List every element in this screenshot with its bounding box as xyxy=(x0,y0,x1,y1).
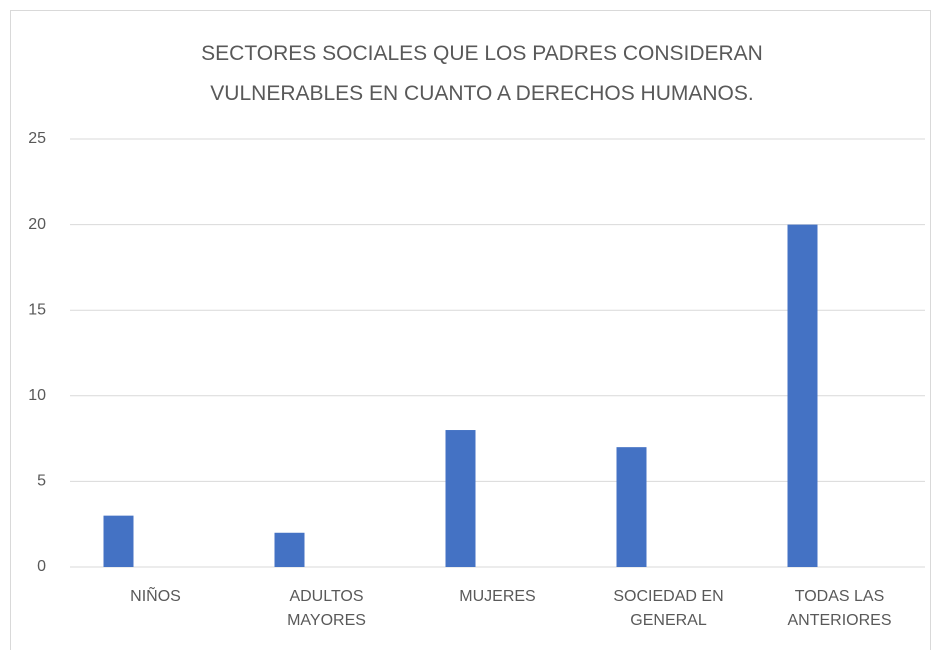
y-tick-label: 20 xyxy=(28,216,46,233)
y-tick-label: 0 xyxy=(37,558,46,575)
y-tick-label: 25 xyxy=(28,130,46,147)
x-tick-label: SOCIEDAD EN GENERAL xyxy=(613,588,724,629)
chart-title: SECTORES SOCIALES QUE LOS PADRES CONSIDE… xyxy=(201,42,763,105)
bar xyxy=(445,430,476,567)
y-tick-label: 5 xyxy=(37,473,46,490)
bar xyxy=(787,224,818,567)
x-tick-label: NIÑOS xyxy=(130,588,181,605)
y-tick-label: 15 xyxy=(28,301,46,318)
bar xyxy=(274,532,305,567)
y-tick-label: 10 xyxy=(28,387,46,404)
bar xyxy=(616,447,647,567)
bar xyxy=(103,515,134,567)
x-tick-label: ADULTOS MAYORES xyxy=(287,588,366,629)
x-tick-label: TODAS LAS ANTERIORES xyxy=(787,588,892,629)
x-tick-label: MUJERES xyxy=(459,588,536,605)
